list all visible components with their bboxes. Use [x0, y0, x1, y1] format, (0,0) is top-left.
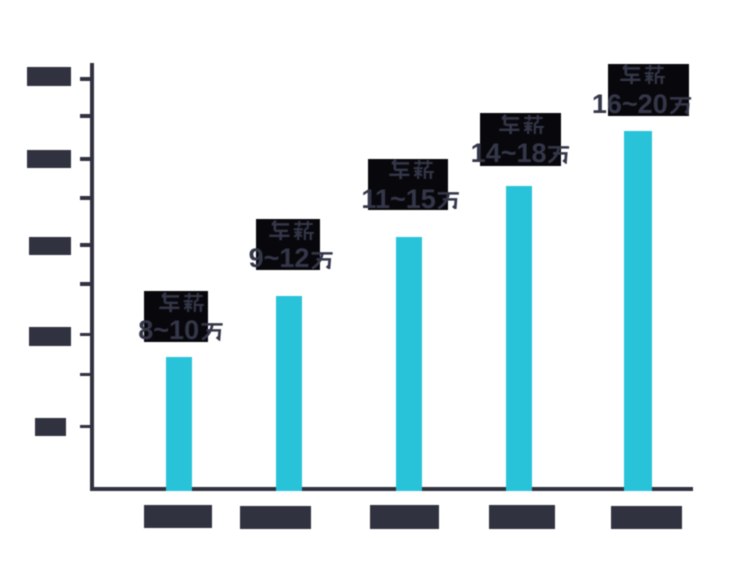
x-axis-label-redacted: [489, 505, 555, 529]
bar-label-backdrop: [368, 158, 448, 211]
bar-label-range-numbers: 16~20: [591, 88, 668, 119]
y-axis-tick: [79, 372, 91, 377]
y-axis-label-redacted: [29, 237, 71, 255]
y-axis-tick: [79, 157, 91, 161]
bar-label-backdrop: [480, 113, 561, 166]
bar-label-range-numbers: 14~18: [470, 138, 547, 169]
bar: [166, 357, 192, 491]
y-axis-tick: [79, 282, 91, 286]
bar-label-title-glyphs: [618, 64, 666, 85]
bar-label-range: 9~12: [249, 245, 334, 272]
bar-label-range-numbers: 8~10: [138, 314, 200, 345]
bar: [506, 185, 532, 491]
bar-label-title-glyphs: [497, 113, 545, 135]
cjk-glyph: [498, 113, 520, 135]
x-axis-label-redacted: [240, 505, 311, 529]
y-axis-tick: [79, 114, 91, 118]
y-axis-line: [90, 63, 94, 491]
bar: [396, 236, 422, 491]
cjk-glyph: [311, 251, 333, 269]
bar-label-range: 14~18: [471, 140, 571, 167]
x-axis-line: [90, 487, 693, 492]
cjk-glyph: [269, 219, 290, 240]
bar-label-title: [267, 219, 315, 241]
y-axis-tick: [79, 424, 91, 429]
cjk-glyph: [620, 64, 641, 85]
y-axis-tick: [79, 196, 91, 200]
bar-label-backdrop: [256, 219, 320, 271]
bar: [624, 131, 652, 491]
bar-label-range-numbers: 9~12: [248, 243, 310, 274]
cjk-glyph: [183, 292, 204, 312]
cjk-glyph: [669, 97, 691, 115]
bar-label-title-glyphs: [267, 219, 315, 241]
cjk-glyph: [437, 191, 459, 210]
bar-label-title: [387, 159, 435, 180]
cjk-glyph: [293, 220, 314, 240]
bar-label-range: 16~20: [591, 88, 692, 119]
y-axis-tick: [79, 77, 91, 81]
cjk-glyph: [200, 323, 223, 341]
y-axis-tick: [79, 242, 91, 247]
y-axis-label-redacted: [27, 150, 71, 169]
y-axis-label-redacted: [35, 418, 66, 436]
x-axis-label-redacted: [144, 505, 212, 529]
bar-label-title: [618, 64, 666, 85]
bar-label-title: [157, 291, 205, 313]
bar-label-range-numbers: 11~15: [361, 183, 436, 214]
bar: [276, 296, 302, 491]
bar-label-range: 11~15: [361, 183, 459, 214]
y-axis-label-redacted: [29, 327, 71, 346]
cjk-glyph: [388, 159, 410, 180]
cjk-glyph: [413, 160, 434, 180]
bar-label-range: 8~10: [138, 314, 223, 345]
bar-label-title-glyphs: [157, 291, 205, 313]
bar-label-title-glyphs: [387, 159, 435, 180]
cjk-glyph: [158, 291, 180, 312]
y-axis-tick: [79, 332, 91, 337]
cjk-glyph: [548, 146, 570, 164]
y-axis-label-redacted: [27, 67, 71, 86]
x-axis-label-redacted: [610, 505, 682, 529]
cjk-glyph: [644, 65, 665, 85]
cjk-glyph: [523, 114, 544, 134]
x-axis-label-redacted: [370, 505, 439, 529]
bar-label-title: [497, 113, 545, 135]
